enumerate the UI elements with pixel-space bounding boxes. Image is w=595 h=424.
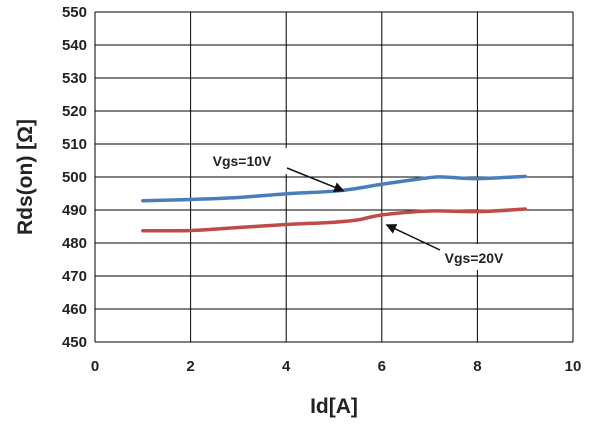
x-tick-label: 2 (186, 358, 194, 375)
y-tick-label: 530 (62, 70, 87, 87)
y-tick-label: 540 (62, 37, 87, 54)
y-tick-label: 470 (62, 268, 87, 285)
y-tick-label: 520 (62, 103, 87, 120)
x-tick-labels: 0 2 4 6 8 10 (91, 358, 582, 375)
grid (94, 11, 574, 343)
series-line-2 (141, 207, 527, 233)
annotation-label: Vgs=20V (445, 250, 504, 266)
x-axis-label: Id[A] (310, 395, 358, 418)
y-tick-label: 500 (62, 169, 87, 186)
y-tick-label: 460 (62, 301, 87, 318)
annotation-box (426, 244, 522, 270)
y-tick-label: 510 (62, 136, 87, 153)
x-tick-label: 10 (565, 358, 582, 375)
y-tick-labels: 450 460 470 480 490 500 510 520 530 540 550 (62, 4, 87, 351)
y-axis-label: Rds(on) [Ω] (14, 119, 37, 235)
series-lines (141, 174, 527, 233)
annotation-arrow (385, 224, 441, 251)
y-tick-label: 550 (62, 4, 87, 21)
annotation-arrow (286, 167, 345, 193)
x-tick-label: 6 (378, 358, 386, 375)
annotation-label: Vgs=10V (213, 153, 272, 169)
y-tick-label: 490 (62, 202, 87, 219)
x-tick-label: 0 (91, 358, 99, 375)
series-line-1 (141, 174, 527, 203)
annotations: Vgs=10V Vgs=20V (199, 148, 522, 270)
x-tick-label: 4 (282, 358, 291, 375)
y-tick-label: 480 (62, 235, 87, 252)
x-tick-label: 8 (473, 358, 481, 375)
y-tick-label: 450 (62, 334, 87, 351)
annotation-box (199, 148, 287, 174)
